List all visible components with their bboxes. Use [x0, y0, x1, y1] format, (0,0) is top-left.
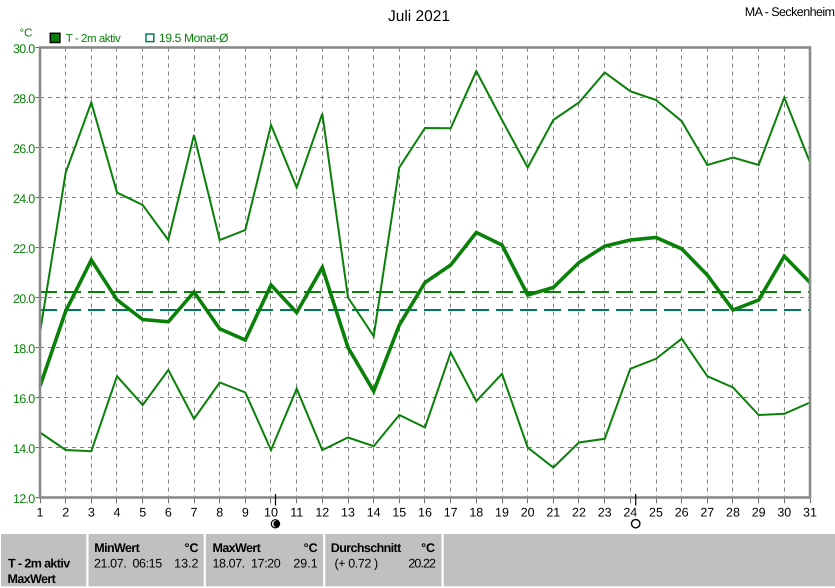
- svg-text:12.0: 12.0: [13, 492, 35, 506]
- svg-text:12: 12: [315, 506, 329, 520]
- svg-text:20: 20: [521, 506, 535, 520]
- svg-text:21.07. 06:15: 21.07. 06:15: [94, 556, 162, 570]
- svg-text:T - 2m aktiv: T - 2m aktiv: [8, 557, 70, 571]
- svg-text:MaxWert: MaxWert: [8, 572, 57, 586]
- svg-text:14: 14: [367, 506, 381, 520]
- svg-text:Durchschnitt: Durchschnitt: [331, 541, 402, 555]
- svg-text:18: 18: [469, 506, 483, 520]
- svg-text:20.0: 20.0: [13, 292, 35, 306]
- svg-text:°C: °C: [421, 541, 435, 555]
- svg-text:°C: °C: [20, 28, 33, 40]
- svg-text:19.5 Monat-Ø: 19.5 Monat-Ø: [159, 31, 228, 45]
- svg-text:25: 25: [649, 506, 663, 520]
- svg-text:30: 30: [777, 506, 791, 520]
- svg-text:MaxWert: MaxWert: [213, 541, 262, 555]
- svg-text:29: 29: [752, 506, 766, 520]
- svg-text:16: 16: [418, 506, 432, 520]
- svg-text:22: 22: [572, 506, 586, 520]
- svg-text:22.0: 22.0: [13, 242, 35, 256]
- svg-text:23: 23: [598, 506, 612, 520]
- svg-text:MA - Seckenheim: MA - Seckenheim: [745, 5, 835, 19]
- svg-text:16.0: 16.0: [13, 392, 35, 406]
- svg-text:31: 31: [803, 506, 817, 520]
- svg-text:26.0: 26.0: [13, 142, 35, 156]
- svg-text:27: 27: [700, 506, 714, 520]
- svg-text:10: 10: [264, 506, 278, 520]
- svg-text:9: 9: [242, 506, 249, 520]
- svg-text:T - 2m aktiv: T - 2m aktiv: [66, 33, 121, 45]
- svg-text:°C: °C: [184, 541, 198, 555]
- svg-text:30.0: 30.0: [13, 42, 35, 56]
- svg-text:4: 4: [114, 506, 121, 520]
- svg-text:21: 21: [546, 506, 560, 520]
- svg-text:13.2: 13.2: [174, 556, 198, 570]
- svg-text:2: 2: [62, 506, 69, 520]
- svg-text:(+ 0.72 ): (+ 0.72 ): [335, 556, 379, 570]
- svg-text:19: 19: [495, 506, 509, 520]
- svg-text:28.0: 28.0: [13, 92, 35, 106]
- svg-text:17: 17: [444, 506, 458, 520]
- svg-text:29.1: 29.1: [293, 556, 317, 570]
- svg-text:13: 13: [341, 506, 355, 520]
- svg-text:18.07. 17:20: 18.07. 17:20: [213, 556, 281, 570]
- svg-text:8: 8: [216, 506, 223, 520]
- svg-text:5: 5: [139, 506, 146, 520]
- svg-text:1: 1: [37, 506, 44, 520]
- svg-text:7: 7: [191, 506, 198, 520]
- svg-text:11: 11: [290, 506, 303, 520]
- svg-text:3: 3: [88, 506, 95, 520]
- svg-text:20.22: 20.22: [408, 556, 436, 570]
- svg-text:Juli 2021: Juli 2021: [388, 8, 450, 25]
- svg-text:18.0: 18.0: [13, 342, 35, 356]
- svg-text:MinWert: MinWert: [94, 541, 140, 555]
- svg-text:28: 28: [726, 506, 740, 520]
- svg-text:24.0: 24.0: [13, 192, 35, 206]
- svg-text:°C: °C: [304, 541, 318, 555]
- svg-text:14.0: 14.0: [13, 442, 35, 456]
- svg-text:15: 15: [392, 506, 406, 520]
- svg-text:26: 26: [675, 506, 689, 520]
- svg-text:24: 24: [623, 506, 637, 520]
- svg-text:6: 6: [165, 506, 172, 520]
